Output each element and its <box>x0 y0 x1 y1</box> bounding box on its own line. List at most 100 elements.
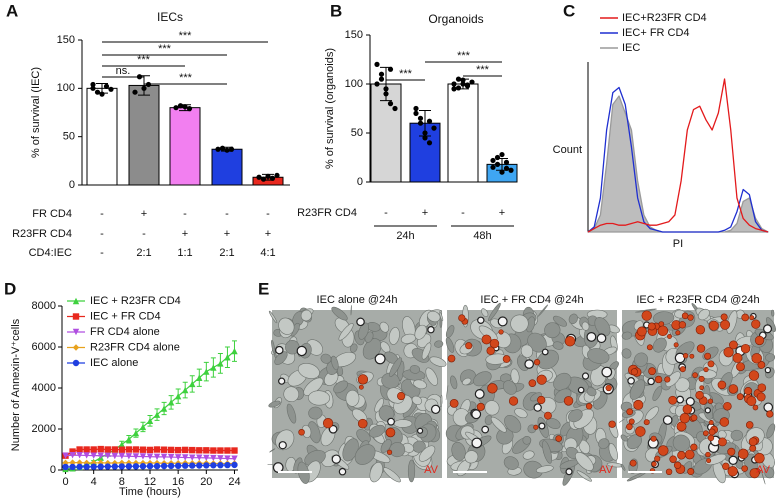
cell <box>349 343 358 353</box>
stained-cell <box>756 392 766 402</box>
cell <box>488 302 501 322</box>
data-point <box>460 81 466 87</box>
round-cell <box>581 372 590 380</box>
cell <box>393 419 413 428</box>
table-cell: - <box>100 228 104 240</box>
stained-cell <box>665 468 673 476</box>
cell <box>413 379 427 390</box>
marker <box>83 463 90 470</box>
data-point <box>274 172 280 178</box>
cell <box>717 430 727 439</box>
cell <box>269 448 276 453</box>
stained-cell <box>533 359 541 366</box>
cell <box>434 340 444 348</box>
cell <box>286 403 297 424</box>
cell <box>586 387 597 397</box>
image-title: IEC alone @24h <box>317 294 398 306</box>
significance-label: *** <box>457 50 471 62</box>
stained-cell <box>654 455 661 462</box>
table-cell: + <box>182 228 188 240</box>
round-cell <box>427 326 435 334</box>
stained-cell <box>626 423 633 431</box>
marker <box>69 463 76 471</box>
stained-cell <box>487 383 498 394</box>
marker <box>231 455 238 462</box>
round-cell <box>331 454 341 464</box>
cell <box>502 380 517 395</box>
stained-cell <box>664 376 671 383</box>
stained-cell <box>720 313 728 321</box>
data-point <box>422 130 428 136</box>
legend-label: IEC+ FR CD4 <box>622 27 690 39</box>
stained-cell <box>673 342 679 348</box>
stained-cell <box>749 444 757 452</box>
marker <box>118 463 126 470</box>
legend-label: IEC + R23FR CD4 <box>90 295 181 307</box>
table-cell: - <box>225 208 229 220</box>
stained-cell <box>695 391 704 400</box>
cell <box>730 429 744 441</box>
stained-cell <box>729 340 738 350</box>
stained-cell <box>736 393 744 401</box>
marker <box>146 453 154 460</box>
cell <box>425 367 438 386</box>
stained-cell <box>449 399 459 408</box>
cell <box>418 445 436 462</box>
round-cell <box>481 425 490 434</box>
marker <box>83 446 90 453</box>
table-cell: - <box>384 207 388 219</box>
round-cell <box>676 395 685 404</box>
marker <box>196 374 203 381</box>
cell <box>271 339 276 355</box>
stained-cell <box>684 449 695 460</box>
cell <box>705 453 727 466</box>
cell <box>484 400 500 416</box>
table-cell: + <box>141 208 147 220</box>
table-cell: 4:1 <box>260 247 275 259</box>
stained-cell <box>752 404 759 411</box>
data-point <box>141 85 147 91</box>
round-cell <box>278 377 286 385</box>
cell <box>621 331 633 340</box>
marker <box>189 462 196 469</box>
round-cell <box>471 409 482 420</box>
stained-cell <box>708 420 714 425</box>
stained-cell <box>746 396 757 406</box>
stained-cell <box>757 361 766 369</box>
cell <box>308 390 330 406</box>
cell <box>608 443 618 461</box>
cell <box>537 304 549 317</box>
data-point <box>94 89 101 95</box>
micrograph <box>267 304 447 484</box>
table-cell: + <box>499 207 505 219</box>
data-point <box>469 79 475 85</box>
cell <box>594 317 611 337</box>
round-cell <box>272 462 284 473</box>
cell <box>552 341 564 350</box>
stained-cell <box>648 367 656 376</box>
marker <box>196 462 203 469</box>
cell <box>388 327 400 345</box>
table-cell: 2:1 <box>136 247 151 259</box>
marker <box>167 399 175 406</box>
y-axis-label: % of survival (organoids) <box>324 48 336 169</box>
marker <box>104 463 111 470</box>
cell <box>389 442 406 458</box>
round-cell <box>763 324 773 334</box>
row-label: R23FR CD4 <box>12 228 72 240</box>
round-cell <box>275 345 284 355</box>
data-point <box>494 161 501 167</box>
stained-cell <box>679 366 686 373</box>
stained-cell <box>486 346 495 355</box>
marker <box>153 462 161 470</box>
stained-cell <box>707 434 715 442</box>
marker <box>111 452 118 460</box>
cell <box>568 409 583 423</box>
marker <box>203 462 210 469</box>
stained-cell <box>732 353 743 363</box>
marker <box>146 446 154 454</box>
round-cell <box>524 359 534 369</box>
cell <box>514 408 528 419</box>
data-point <box>455 85 462 91</box>
round-cell <box>374 353 386 365</box>
